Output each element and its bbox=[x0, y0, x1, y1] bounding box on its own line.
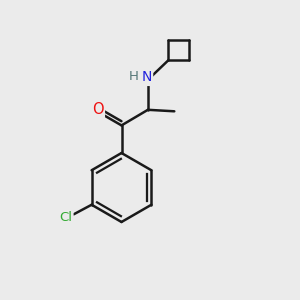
Text: O: O bbox=[92, 102, 103, 117]
Text: N: N bbox=[141, 70, 152, 84]
Text: Cl: Cl bbox=[59, 211, 72, 224]
Text: H: H bbox=[129, 70, 138, 83]
